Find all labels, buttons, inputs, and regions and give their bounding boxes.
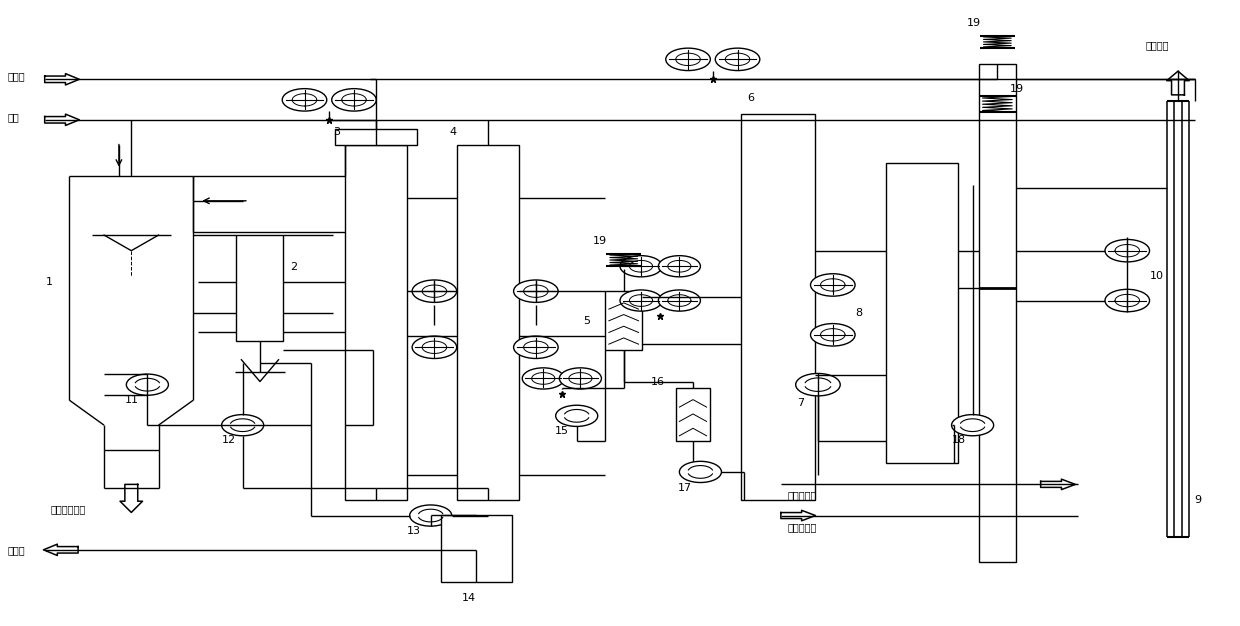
Bar — [676, 387, 711, 441]
Text: 4: 4 — [449, 127, 456, 137]
Text: 废酸: 废酸 — [7, 111, 20, 121]
Circle shape — [811, 274, 856, 296]
Text: 13: 13 — [407, 526, 422, 536]
Circle shape — [620, 255, 662, 277]
Circle shape — [283, 89, 327, 111]
Text: 18: 18 — [951, 435, 966, 445]
Text: 6: 6 — [748, 93, 754, 103]
Circle shape — [409, 505, 451, 526]
Text: 10: 10 — [1149, 270, 1163, 280]
Circle shape — [332, 89, 376, 111]
Circle shape — [559, 368, 601, 389]
Circle shape — [513, 336, 558, 359]
Text: 14: 14 — [463, 593, 476, 603]
Bar — [742, 113, 816, 500]
Circle shape — [796, 374, 841, 396]
Circle shape — [666, 48, 711, 71]
Text: 9: 9 — [1194, 495, 1202, 505]
Text: 冷却水回水: 冷却水回水 — [787, 491, 816, 501]
Circle shape — [620, 290, 662, 311]
Circle shape — [658, 255, 701, 277]
Circle shape — [715, 48, 760, 71]
Circle shape — [126, 374, 169, 395]
Circle shape — [556, 405, 598, 426]
Text: 19: 19 — [966, 18, 981, 28]
Text: 12: 12 — [222, 435, 236, 445]
Text: 11: 11 — [125, 395, 139, 405]
Circle shape — [522, 368, 564, 389]
Bar — [336, 129, 417, 145]
Circle shape — [513, 280, 558, 302]
Text: 再生酸: 再生酸 — [7, 545, 25, 555]
Bar — [440, 515, 512, 582]
Bar — [887, 163, 957, 463]
Text: 15: 15 — [554, 426, 568, 436]
Bar — [237, 235, 284, 341]
Circle shape — [811, 324, 856, 346]
Text: 待压氧化物合: 待压氧化物合 — [51, 505, 86, 515]
Text: 19: 19 — [593, 237, 606, 246]
Circle shape — [680, 461, 722, 483]
Text: 17: 17 — [678, 483, 692, 493]
Bar — [605, 291, 642, 351]
Bar — [345, 145, 407, 500]
Text: 8: 8 — [856, 308, 862, 318]
Text: 5: 5 — [583, 316, 590, 326]
Circle shape — [658, 290, 701, 311]
Bar — [456, 145, 518, 500]
Text: 2: 2 — [290, 262, 296, 272]
Text: 氯盐水: 氯盐水 — [7, 71, 25, 81]
Text: 冷却水供水: 冷却水供水 — [787, 521, 816, 531]
Text: 19: 19 — [1009, 84, 1024, 94]
Text: 3: 3 — [334, 127, 340, 137]
Text: 1: 1 — [46, 277, 53, 287]
Text: 16: 16 — [651, 377, 665, 386]
Circle shape — [412, 336, 456, 359]
Bar — [978, 64, 1016, 562]
Text: 排入大气: 排入大气 — [1146, 40, 1169, 50]
Circle shape — [1105, 240, 1149, 262]
Circle shape — [951, 414, 993, 436]
Circle shape — [1105, 289, 1149, 312]
Text: 7: 7 — [797, 398, 804, 408]
Circle shape — [412, 280, 456, 302]
Circle shape — [222, 414, 264, 436]
